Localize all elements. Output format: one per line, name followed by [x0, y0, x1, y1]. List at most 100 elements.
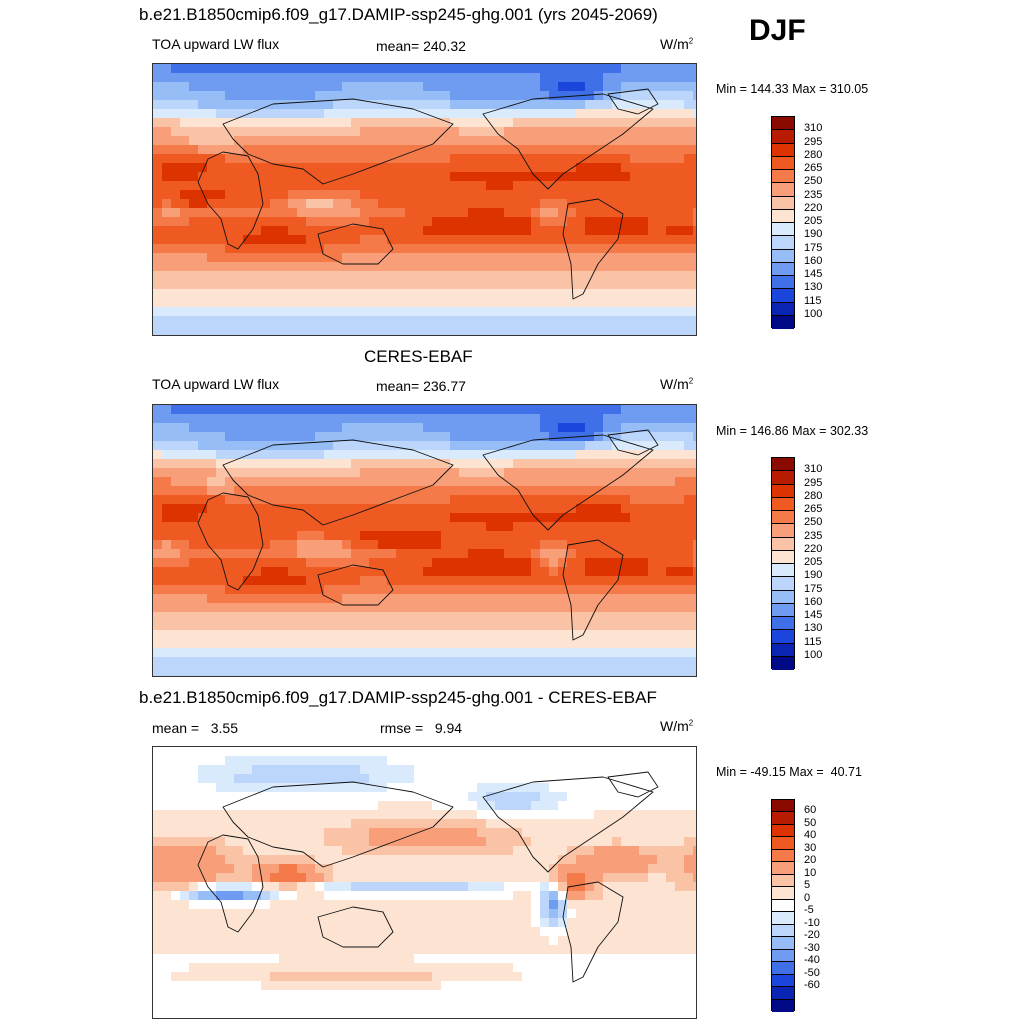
colorbar-tick-label: 235: [804, 529, 823, 542]
colorbar-swatch: [772, 236, 794, 250]
colorbar-swatch: [772, 800, 794, 813]
panel-1-colorbar: 310 295 280 265 250 235 220 205 190 175 160 145 130 1…: [771, 116, 822, 329]
colorbar-swatch: [772, 497, 794, 511]
panel-3-colorbar: 60 50 40 30 20 10 5 0 -5 -10 -20 -30 -40 -50 -60: [771, 799, 820, 1012]
colorbar-swatch: [772, 849, 794, 863]
panel-3-minmax: Min = -49.15 Max = 40.71: [716, 765, 862, 779]
colorbar-tick-label: 130: [804, 622, 823, 635]
colorbar-tick-label: 60: [804, 804, 817, 817]
colorbar-tick-label: 310: [804, 122, 823, 135]
colorbar-tick-label: 160: [804, 254, 823, 267]
colorbar-tick-label: 175: [804, 241, 823, 254]
colorbar-swatch: [772, 156, 794, 170]
colorbar-frame: [771, 457, 795, 670]
panel-3-units: W/m2: [660, 718, 694, 734]
colorbar-swatch: [772, 183, 794, 197]
panel-1-title: b.e21.B1850cmip6.f09_g17.DAMIP-ssp245-gh…: [139, 5, 658, 24]
colorbar-tick-label: 190: [804, 569, 823, 582]
colorbar-tick-label: -5: [804, 904, 814, 917]
colorbar-tick-label: 160: [804, 595, 823, 608]
panel-1-variable-label: TOA upward LW flux: [152, 36, 280, 52]
colorbar-tick-label: 145: [804, 268, 823, 280]
colorbar-swatch: [772, 249, 794, 263]
panel-2-minmax: Min = 146.86 Max = 302.33: [716, 424, 869, 438]
colorbar-swatch: [772, 862, 794, 875]
colorbar-swatch: [772, 924, 794, 938]
colorbar-swatch: [772, 471, 794, 485]
colorbar-swatch: [772, 170, 794, 184]
panel-1-mean-label: mean= 240.32: [376, 38, 466, 54]
colorbar-swatch: [772, 949, 794, 963]
colorbar-swatch: [772, 962, 794, 975]
colorbar-tick-label: -30: [804, 941, 820, 954]
colorbar-tick-label: -20: [804, 929, 820, 942]
colorbar-tick-label: 50: [804, 816, 817, 829]
panel-3-title: b.e21.B1850cmip6.f09_g17.DAMIP-ssp245-gh…: [139, 688, 657, 707]
colorbar-swatch: [772, 937, 794, 950]
colorbar-frame: [771, 116, 795, 329]
colorbar-tick-label: 115: [804, 635, 822, 648]
season-label: DJF: [749, 14, 806, 47]
colorbar-swatch: [772, 617, 794, 631]
colorbar-tick-label: -60: [804, 979, 820, 992]
colorbar-tick-label: -50: [804, 966, 820, 979]
colorbar-tick-label: 20: [804, 854, 817, 867]
colorbar-swatch: [772, 130, 794, 144]
panel-1-units: W/m2: [660, 36, 694, 52]
colorbar-tick-label: 280: [804, 148, 823, 161]
colorbar-tick-label: 130: [804, 281, 823, 294]
colorbar-tick-label: 115: [804, 294, 822, 307]
colorbar-swatch: [772, 837, 794, 850]
panel-2-title: CERES-EBAF: [364, 347, 473, 366]
colorbar-tick-label: 265: [804, 162, 823, 174]
colorbar-tick-label: 100: [804, 307, 823, 320]
colorbar-tick-label: 310: [804, 463, 823, 476]
colorbar-frame: [771, 799, 795, 1012]
colorbar-swatch: [772, 887, 794, 900]
colorbar-swatch: [772, 590, 794, 604]
colorbar-tick-label: 40: [804, 829, 817, 842]
panel-3-map: [152, 746, 697, 1019]
colorbar-swatch: [772, 143, 794, 157]
colorbar-tick-label: 220: [804, 542, 823, 555]
colorbar-swatch: [772, 196, 794, 210]
colorbar-tick-label: 175: [804, 582, 823, 595]
colorbar-swatch: [772, 564, 794, 578]
colorbar-swatch: [772, 812, 794, 825]
panel-2-mean-label: mean= 236.77: [376, 378, 466, 394]
panel-3-mean-label: mean = 3.55: [152, 720, 239, 736]
colorbar-swatch: [772, 117, 794, 131]
panel-3-rmse-label: rmse = 9.94: [380, 720, 463, 736]
colorbar-tick-label: 265: [804, 503, 823, 515]
colorbar-tick-label: 100: [804, 648, 823, 661]
colorbar-tick-label: 205: [804, 215, 823, 227]
panel-1-minmax: Min = 144.33 Max = 310.05: [716, 82, 869, 96]
colorbar-tick-label: 295: [804, 135, 823, 148]
colorbar-swatch: [772, 643, 794, 657]
colorbar-tick-label: -40: [804, 954, 820, 967]
colorbar-tick-label: 205: [804, 556, 823, 568]
colorbar-tick-label: -10: [804, 916, 820, 929]
colorbar-tick-label: 295: [804, 476, 823, 489]
colorbar-tick-label: 5: [804, 879, 811, 892]
colorbar-swatch: [772, 262, 794, 276]
colorbar-tick-label: 250: [804, 175, 823, 188]
panel-2-map: [152, 404, 697, 677]
colorbar-tick-label: 220: [804, 201, 823, 214]
colorbar-swatch: [772, 550, 794, 564]
colorbar-swatch: [772, 209, 794, 223]
panel-2-colorbar: 310 295 280 265 250 235 220 205 190 175 160 145 130 1…: [771, 457, 822, 670]
colorbar-tick-label: 0: [804, 891, 811, 904]
colorbar-swatch: [772, 603, 794, 617]
colorbar-swatch: [772, 458, 794, 472]
colorbar-swatch: [772, 577, 794, 591]
panel-2-variable-label: TOA upward LW flux: [152, 376, 280, 392]
colorbar-swatch: [772, 630, 794, 644]
panel-2-units: W/m2: [660, 376, 694, 392]
colorbar-tick-label: 280: [804, 489, 823, 502]
colorbar-swatch: [772, 289, 794, 303]
colorbar-swatch: [772, 656, 794, 670]
colorbar-tick-label: 10: [804, 866, 817, 879]
colorbar-swatch: [772, 874, 794, 888]
colorbar-swatch: [772, 524, 794, 538]
